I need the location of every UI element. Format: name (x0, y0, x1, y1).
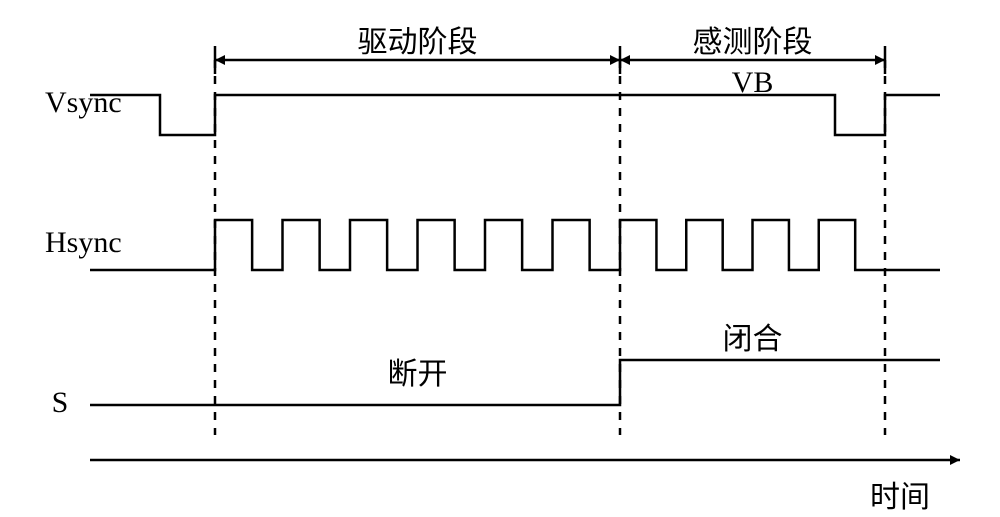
svg-canvas: 驱动阶段 感测阶段 Vsync VB Hsync S 断开 闭合时间 (0, 0, 1000, 517)
drive-phase-label: 驱动阶段 (358, 26, 478, 59)
vsync-waveform (90, 95, 940, 135)
hsync-waveform (90, 220, 940, 270)
s-label: S (52, 386, 69, 419)
sense-phase-label: 感测阶段 (693, 26, 813, 59)
s-open-label: 断开 (388, 358, 448, 391)
vb-label: VB (732, 66, 774, 99)
timing-diagram: 驱动阶段 感测阶段 Vsync VB Hsync S 断开 闭合时间 (0, 0, 1000, 517)
time-axis-label: 时间 (870, 481, 930, 514)
vsync-label: Vsync (45, 86, 122, 119)
s-waveform (90, 360, 940, 405)
s-close-label: 闭合 (723, 323, 783, 356)
hsync-label: Hsync (45, 226, 122, 259)
